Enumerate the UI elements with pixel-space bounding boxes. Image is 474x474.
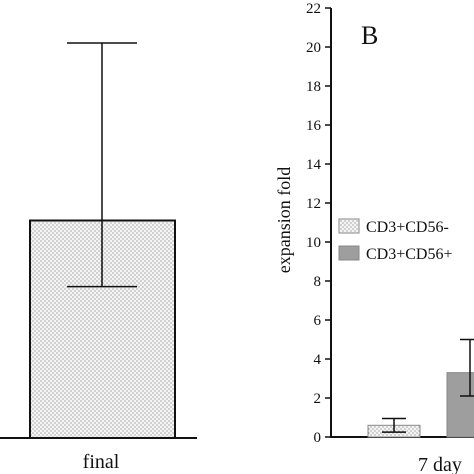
panel-b-chart: B expansion fold 0 2 4 6 8 10 12 14 16 18 20 22 7 d…	[274, 1, 474, 474]
panel-b-y-tick-label: 4	[314, 352, 322, 368]
legend-label-cd3-cd56-pos: CD3+CD56+	[366, 246, 453, 263]
panel-b-y-tick-label: 8	[314, 274, 322, 290]
panel-b-y-tick-label: 6	[314, 313, 322, 329]
panel-b-y-tick-label: 2	[314, 391, 322, 407]
panel-b-y-tick-label: 16	[306, 118, 322, 134]
panel-b-y-tick-label: 12	[306, 196, 321, 212]
panel-b-y-axis-label: expansion fold	[274, 167, 294, 273]
legend-swatch-cd3-cd56-neg	[338, 218, 360, 234]
legend-label-cd3-cd56-neg: CD3+CD56-	[366, 219, 449, 236]
panel-b-y-tick-label: 22	[306, 1, 321, 17]
panel-b-y-tick-label: 20	[306, 40, 321, 56]
panel-b-y-tick-label: 10	[306, 235, 321, 251]
panel-a-category-label: final	[83, 451, 120, 473]
panel-b-category-label: 7 day	[418, 454, 462, 474]
panel-b-y-tick-label: 14	[306, 157, 322, 173]
panel-b-label: B	[361, 21, 378, 50]
legend-swatch-cd3-cd56-pos	[338, 245, 360, 261]
panel-b-legend: CD3+CD56- CD3+CD56+	[338, 218, 453, 263]
panel-b-y-tick-label: 18	[306, 79, 321, 95]
panel-b-y-tick-label: 0	[314, 430, 322, 446]
panel-a-chart: final	[0, 42, 197, 473]
